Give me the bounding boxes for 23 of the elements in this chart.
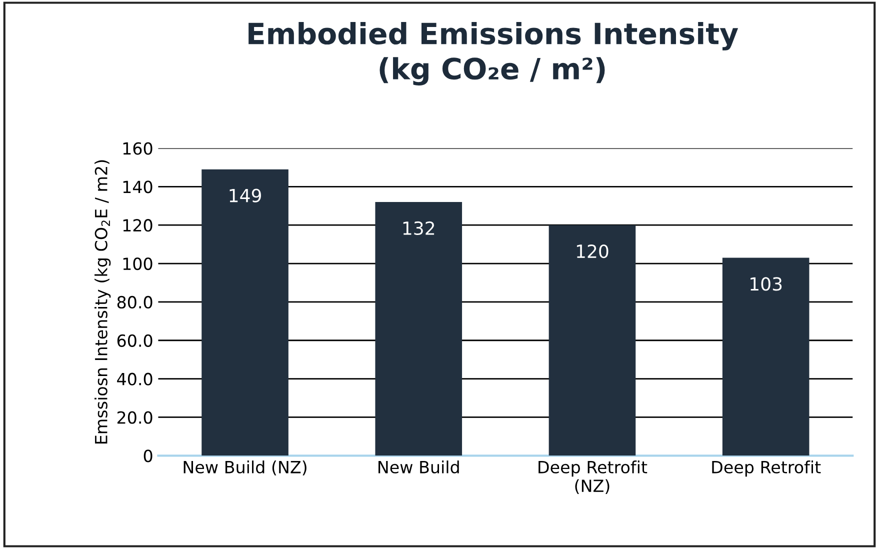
bar [722,258,810,456]
y-tick-label: 0 [144,450,152,462]
x-tick-label: Deep Retrofit [712,460,821,477]
y-tick-label: 100 [123,257,152,270]
x-tick-label: Deep Retrofit (NZ) [538,460,648,494]
bar [548,225,636,456]
y-tick-label: 20.0 [117,411,152,424]
y-tick-label: 60.0 [117,334,152,347]
x-tick-label: New Build [378,460,459,474]
bar [202,169,288,456]
y-tick-label: 80.0 [117,296,152,309]
bar [375,202,462,456]
data-label: 120 [576,244,608,258]
y-tick-label: 140 [123,180,152,194]
data-label: 132 [403,221,434,236]
data-label: 149 [230,188,261,202]
chart-title: Embodied Emissions Intensity (kg CO₂e / m²) [248,22,738,86]
y-tick-label: 120 [123,219,152,232]
y-axis-title: Emssiosn Intensity (kg CO$_{2}$E / m2) [94,160,111,444]
x-tick-label: New Build (NZ) [184,460,306,476]
y-tick-label: 40.0 [117,372,152,386]
y-tick-label: 160 [123,142,152,155]
data-label: 103 [750,277,782,291]
